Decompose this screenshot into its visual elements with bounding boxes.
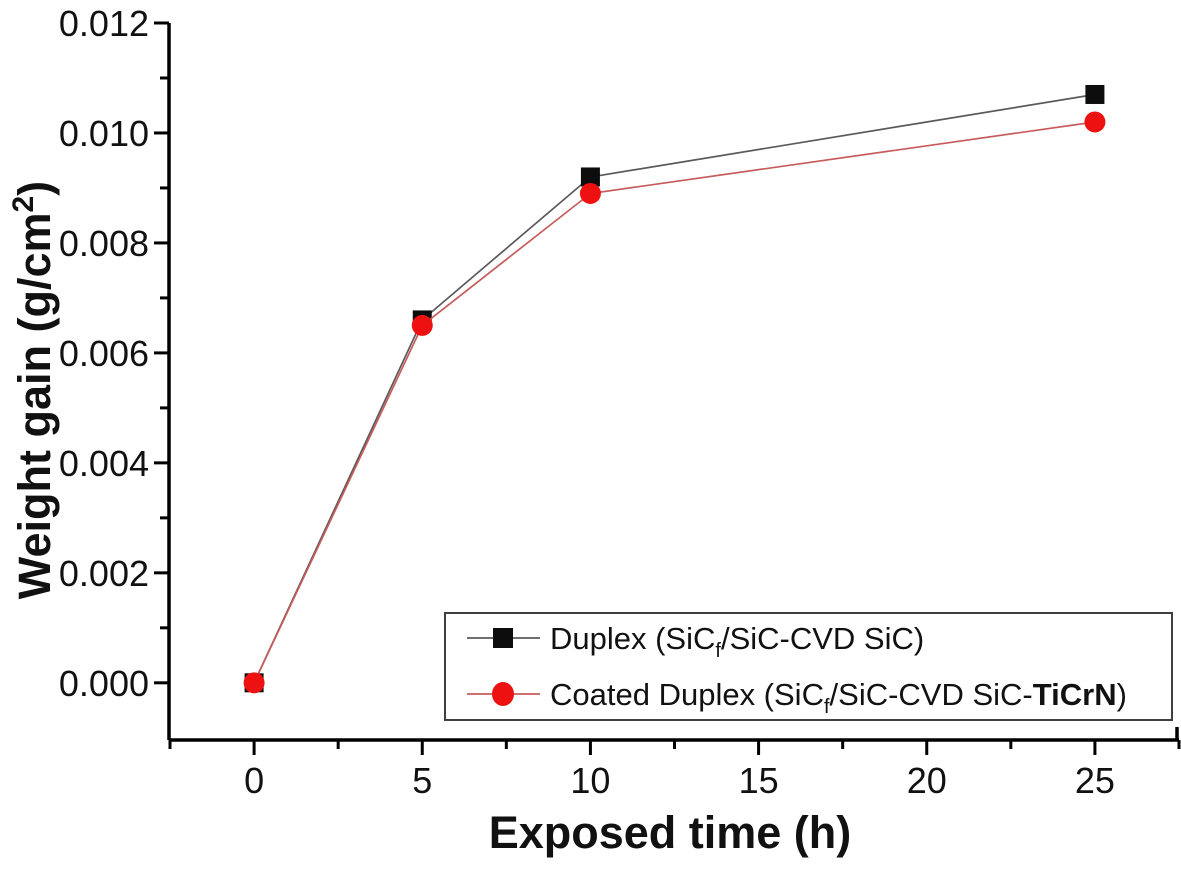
y-axis-title: Weight gain (g/cm2) [7,181,60,599]
x-tick-label: 5 [412,760,432,801]
series-coated-duplex [243,111,1106,694]
legend-circle-marker-icon [492,682,514,706]
legend: Duplex (SiCf/SiC-CVD SiC) Coated Duplex (… [444,612,1173,721]
legend-item: Duplex (SiCf/SiC-CVD SiC) [467,621,924,662]
data-point-marker-circle [579,182,601,204]
data-point-marker-circle [411,314,433,336]
x-tick-label: 20 [907,760,947,801]
x-ticks [168,740,1181,755]
y-tick-label: 0.002 [59,553,149,594]
series-duplex [244,84,1105,693]
y-tick-label: 0.004 [59,443,149,484]
x-axis-title: Exposed time (h) [489,807,852,858]
x-tick-label: 0 [244,760,264,801]
y-tick-label: 0.006 [59,333,149,374]
x-tick-label: 10 [570,760,610,801]
x-tick-label: 15 [739,760,779,801]
legend-item-label: Coated Duplex (SiCf/SiC-CVD SiC-TiCrN) [550,677,1127,718]
data-point-marker-circle [1084,111,1106,133]
legend-item: Coated Duplex (SiCf/SiC-CVD SiC-TiCrN) [467,677,1127,718]
series-line [253,121,1096,684]
legend-box [444,612,1173,721]
y-tick-label: 0.008 [59,223,149,264]
y-tick-label: 0.010 [59,113,149,154]
x-tick-label: 25 [1075,760,1115,801]
legend-square-marker-icon [493,628,513,648]
data-point-marker-circle [243,672,265,694]
y-tick-label: 0.000 [59,663,149,704]
y-ticks [154,21,169,685]
legend-item-label: Duplex (SiCf/SiC-CVD SiC) [550,621,924,662]
series-line [253,93,1096,684]
data-point-marker-square [580,167,600,187]
data-point-marker-square [1085,84,1105,104]
y-tick-label: 0.012 [59,3,149,44]
